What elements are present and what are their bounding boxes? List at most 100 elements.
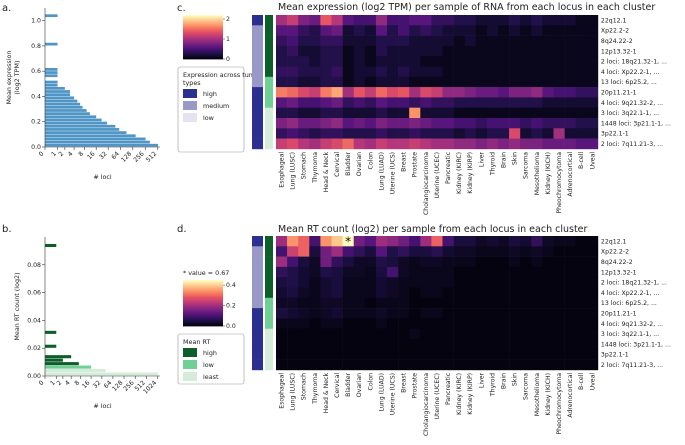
- heatmap-cell: [331, 328, 343, 340]
- column-label: Brain: [501, 373, 508, 389]
- heatmap-cell: [498, 236, 510, 247]
- heatmap-cell: [498, 308, 510, 319]
- heatmap-cell: [298, 45, 310, 57]
- annotation-star: *: [345, 234, 351, 248]
- heatmap-cell: [486, 118, 499, 129]
- x-tick-label: 2: [58, 150, 66, 158]
- column-label: Thymoma: [312, 152, 319, 184]
- heatmap-cell: [276, 236, 288, 247]
- colorbar-segment: [183, 50, 223, 52]
- row-class-rt-cell: [265, 308, 273, 319]
- heatmap-cell: [409, 45, 421, 57]
- row-class-expression-cell: [252, 138, 263, 150]
- heatmap-cell: [475, 15, 488, 26]
- heatmap-cell: [509, 35, 521, 47]
- heatmap-cell: [342, 128, 354, 139]
- colorbar-segment: [183, 16, 223, 18]
- row-class-rt-cell: [265, 25, 273, 36]
- heatmap-cell: [298, 138, 310, 150]
- heatmap-cell: [431, 128, 443, 139]
- heatmap-cell: [409, 15, 421, 26]
- heatmap-cell: [531, 66, 543, 78]
- histogram-bar: [45, 243, 57, 248]
- heatmap-cell: [564, 138, 576, 150]
- heatmap-cell: [431, 339, 443, 350]
- heatmap-cell: [364, 76, 377, 88]
- heatmap-cell: [575, 339, 588, 350]
- heatmap-cell: [520, 318, 532, 329]
- heatmap-cell: [353, 236, 366, 247]
- heatmap-cell: [420, 246, 432, 257]
- heatmap-cell: [542, 349, 554, 360]
- histogram-bar: [45, 93, 71, 97]
- heatmap-cell: [353, 15, 366, 26]
- row-class-expression-cell: [252, 318, 263, 329]
- heatmap-cell: [464, 128, 477, 139]
- colorbar-rt: 0.4 0.2 0.0: [183, 280, 236, 330]
- row-label: 22q12.1: [601, 17, 627, 24]
- heatmap-cell: [498, 128, 510, 139]
- heatmap-cell: [531, 87, 543, 98]
- colorbar-segment: [183, 18, 223, 20]
- row-label: Xp22.2-2: [601, 28, 629, 35]
- heatmap-cell: [287, 277, 299, 288]
- colorbar-segment: [183, 304, 223, 306]
- heatmap-cell: [387, 246, 399, 257]
- heatmap-cell: [498, 287, 510, 299]
- heatmap-cell: [431, 236, 443, 247]
- heatmap-cell: [331, 45, 343, 57]
- heatmap-cell: [298, 128, 310, 139]
- heatmap-cell: [309, 118, 321, 129]
- heatmap-cell: [486, 56, 499, 67]
- heatmap-cell: [409, 266, 421, 278]
- heatmap-cell: [287, 339, 299, 350]
- colorbar-segment: [183, 285, 223, 288]
- x-tick-label: 32: [98, 150, 109, 161]
- heatmap-cell: [564, 246, 576, 257]
- heatmap-cell: [364, 128, 377, 139]
- column-label: Pheochromocytoma: [556, 152, 563, 214]
- heatmap-cell: [387, 277, 399, 288]
- row-label: 2 loci: 7q11.21-3, ...: [601, 141, 663, 148]
- heatmap-cell: [276, 277, 288, 288]
- heatmap-cell: [398, 128, 410, 139]
- colorbar-segment: [183, 309, 223, 312]
- heatmap-cell: [520, 87, 532, 98]
- heatmap-cell: [409, 97, 421, 108]
- column-label: Cholangiocarcinoma: [423, 373, 430, 436]
- column-label: Lung (LUAD): [378, 373, 385, 412]
- column-label: Kidney (KICH): [545, 373, 552, 416]
- histogram-bar: [45, 355, 72, 359]
- heatmap-cell: [564, 87, 576, 98]
- colorbar-segment: [183, 37, 223, 39]
- heatmap-cell: [287, 25, 299, 36]
- row-class-rt-cell: [265, 107, 273, 119]
- colorbar-segment: [183, 19, 223, 21]
- heatmap-cell: [342, 339, 354, 350]
- heatmap-cell: [564, 297, 576, 309]
- heatmap-cell: [520, 45, 532, 57]
- heatmap-cell: [498, 266, 510, 278]
- heatmap-cell: [298, 256, 310, 268]
- column-label: Mesothelioma: [534, 152, 541, 196]
- colorbar-segment: [183, 40, 223, 42]
- heatmap-cell: [464, 339, 477, 350]
- heatmap-cell: [331, 25, 343, 36]
- legend-label: least: [203, 373, 219, 381]
- legend-title: Expression across tumor: [183, 71, 262, 79]
- heatmap-cell: [375, 297, 388, 309]
- heatmap-cell: [287, 56, 299, 67]
- x-tick-label: 32: [92, 379, 103, 390]
- heatmap-cell: [309, 15, 321, 26]
- heatmap-cell: [331, 87, 343, 98]
- heatmap-cell: [442, 87, 454, 98]
- heatmap-cell: [431, 97, 443, 108]
- row-class-rt-cell: [265, 87, 273, 98]
- heatmap-cell: [509, 339, 521, 350]
- heatmap-cell: [420, 277, 432, 288]
- x-tick-label: 1: [50, 150, 58, 158]
- heatmap-cell: [531, 308, 543, 319]
- heatmap-cell: [409, 128, 421, 139]
- heatmap-cell: [486, 256, 499, 268]
- heatmap-cell: [542, 328, 554, 340]
